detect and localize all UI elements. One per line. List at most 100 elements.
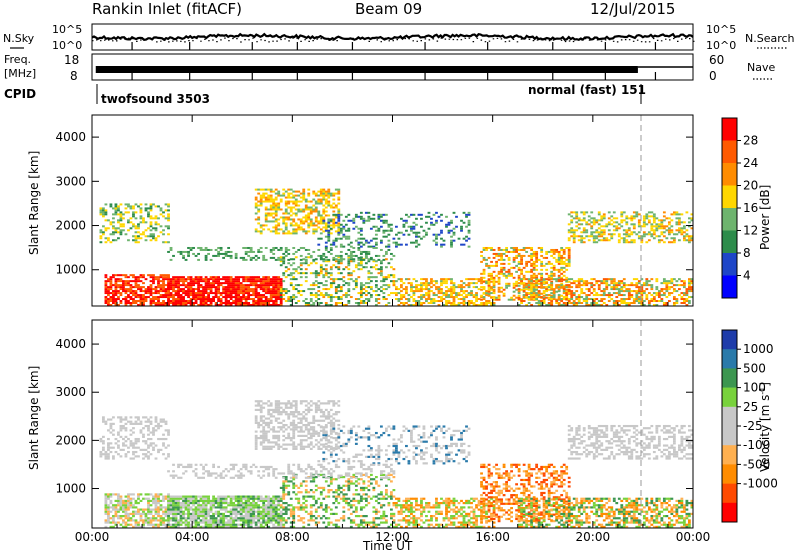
heatmap-cell [612, 286, 616, 289]
heatmap-cell [592, 219, 596, 222]
heatmap-cell [307, 216, 311, 219]
heatmap-cell [254, 302, 258, 305]
heatmap-cell [420, 213, 423, 216]
heatmap-cell [662, 302, 666, 305]
heatmap-cell [122, 519, 125, 522]
heatmap-cell [527, 284, 531, 287]
heatmap-cell [582, 237, 586, 240]
heatmap-cell [572, 217, 576, 220]
heatmap-cell [144, 221, 148, 224]
heatmap-cell [162, 519, 165, 522]
heatmap-cell [382, 229, 386, 232]
heatmap-cell [207, 523, 210, 526]
heatmap-cell [307, 302, 311, 305]
heatmap-cell [124, 510, 128, 513]
heatmap-cell [107, 515, 110, 518]
heatmap-cell [557, 274, 561, 277]
heatmap-cell [322, 198, 326, 201]
heatmap-cell [357, 256, 361, 259]
heatmap-cell [172, 512, 175, 515]
heatmap-cell [114, 302, 118, 305]
heatmap-cell [384, 304, 388, 306]
heatmap-cell [642, 215, 646, 218]
heatmap-cell [337, 268, 341, 271]
heatmap-cell [279, 278, 283, 281]
heatmap-cell [309, 256, 313, 259]
heatmap-cell [354, 284, 358, 287]
heatmap-cell [174, 300, 178, 303]
heatmap-cell [357, 264, 361, 267]
heatmap-cell [344, 292, 348, 295]
heatmap-cell [262, 302, 266, 305]
heatmap-cell [289, 282, 293, 285]
heatmap-cell [384, 252, 388, 255]
heatmap-cell [450, 243, 453, 246]
heatmap-cell [517, 276, 521, 279]
heatmap-cell [537, 296, 541, 299]
heatmap-cell [244, 284, 248, 287]
heatmap-cell [334, 292, 338, 295]
heatmap-cell [592, 304, 596, 306]
heatmap-cell [520, 260, 524, 263]
heatmap-cell [184, 497, 188, 500]
heatmap-cell [134, 282, 138, 285]
heatmap-cell [134, 512, 138, 515]
heatmap-cell [367, 300, 371, 303]
heatmap-cell [279, 284, 283, 287]
heatmap-cell [369, 288, 373, 291]
heatmap-cell [237, 298, 241, 301]
heatmap-cell [344, 304, 348, 306]
heatmap-cell [515, 284, 518, 287]
heatmap-cell [132, 280, 135, 283]
heatmap-cell [109, 241, 113, 244]
heatmap-cell [475, 292, 478, 295]
heatmap-cell [430, 286, 433, 289]
heatmap-cell [580, 278, 584, 281]
heatmap-cell [675, 213, 679, 216]
heatmap-cell [117, 510, 120, 513]
heatmap-cell [445, 296, 448, 299]
heatmap-cell [645, 233, 649, 236]
heatmap-cell [339, 256, 343, 259]
heatmap-cell [224, 468, 228, 471]
heatmap-cell [154, 221, 158, 224]
heatmap-cell [147, 437, 150, 441]
heatmap-cell [289, 296, 293, 299]
heatmap-cell [117, 440, 120, 443]
heatmap-cell [117, 219, 120, 222]
heatmap-cell [182, 276, 185, 279]
heatmap-cell [292, 228, 296, 231]
heatmap-cell [482, 248, 486, 251]
heatmap-cell [337, 219, 341, 222]
heatmap-cell [119, 302, 123, 305]
heatmap-cell [292, 190, 296, 193]
heatmap-cell [277, 290, 281, 293]
heatmap-cell [490, 264, 493, 267]
heatmap-cell [292, 200, 296, 203]
heatmap-cell [149, 280, 153, 283]
heatmap-cell [587, 294, 591, 297]
heatmap-cell [132, 453, 135, 456]
heatmap-cell [122, 499, 125, 502]
heatmap-cell [109, 422, 113, 425]
heatmap-cell [630, 215, 634, 218]
heatmap-cell [149, 276, 153, 279]
heatmap-cell [169, 512, 173, 515]
heatmap-cell [119, 217, 123, 220]
heatmap-cell [417, 304, 421, 306]
heatmap-cell [437, 304, 441, 306]
heatmap-cell [332, 198, 336, 201]
heatmap-cell [687, 300, 691, 303]
heatmap-cell [617, 304, 621, 306]
heatmap-cell [229, 278, 233, 281]
heatmap-cell [645, 284, 649, 287]
heatmap-cell [269, 214, 273, 217]
heatmap-cell [167, 525, 170, 528]
heatmap-cell [605, 294, 609, 297]
heatmap-cell [249, 282, 253, 285]
heatmap-cell [154, 223, 158, 226]
heatmap-cell [119, 274, 123, 277]
heatmap-cell [147, 286, 150, 289]
heatmap-cell [422, 229, 426, 232]
heatmap-cell [189, 300, 193, 303]
